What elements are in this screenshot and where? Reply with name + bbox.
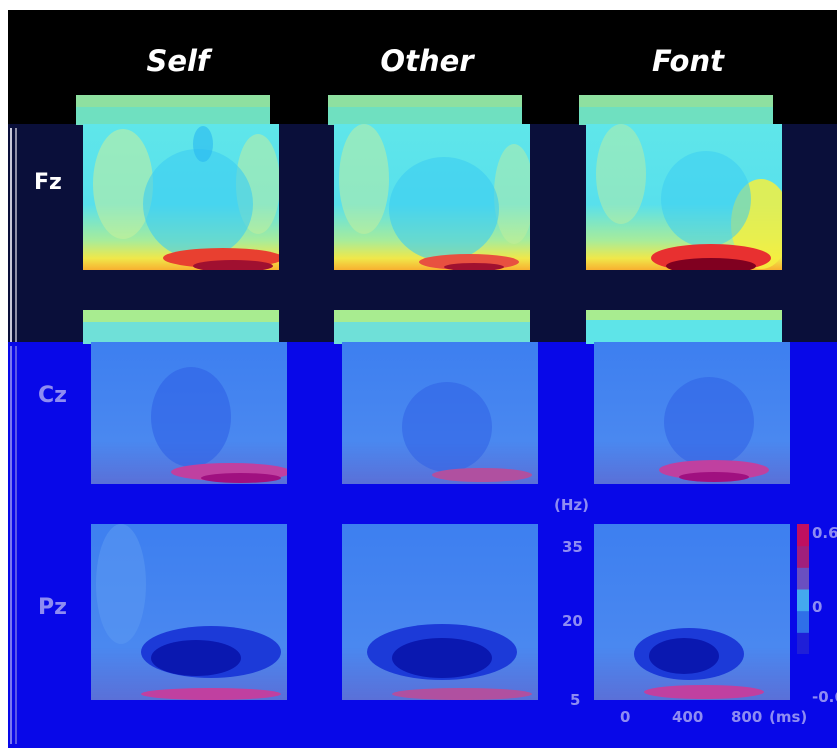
cz-panel-other xyxy=(342,342,538,484)
x-tick-0: 0 xyxy=(620,708,631,726)
colorbar-segment xyxy=(797,632,809,654)
fz-strip-font xyxy=(579,95,773,125)
pz-panel-other xyxy=(342,524,538,700)
colorbar-segment xyxy=(797,589,809,612)
column-header-self: Self xyxy=(146,44,210,78)
colorbar-segment xyxy=(797,567,809,590)
y-tick-5: 5 xyxy=(570,691,581,709)
row-label-fz: Fz xyxy=(34,170,62,195)
left-border-line xyxy=(10,128,12,342)
left-border-line xyxy=(15,128,17,342)
y-tick-20: 20 xyxy=(562,612,583,630)
colorbar xyxy=(797,524,809,654)
cz-panel-self xyxy=(91,342,287,484)
x-tick-400: 400 xyxy=(672,708,704,726)
colorbar-tick-min: -0.6 xyxy=(812,688,837,706)
y-axis-unit: (Hz) xyxy=(554,496,589,514)
fz-strip-other xyxy=(328,95,522,125)
colorbar-segment xyxy=(797,545,809,568)
left-border-line xyxy=(15,346,17,744)
colorbar-segment xyxy=(797,524,809,547)
row-label-pz: Pz xyxy=(38,595,67,620)
colorbar-tick-max: 0.6 xyxy=(812,524,837,542)
pz-panel-self xyxy=(91,524,287,700)
column-header-font: Font xyxy=(652,44,724,78)
cz-strip-other xyxy=(334,310,530,344)
fz-panel-font xyxy=(586,124,782,270)
colorbar-tick-zero: 0 xyxy=(812,598,823,616)
fz-strip-self xyxy=(76,95,270,125)
cz-strip-font xyxy=(586,310,782,344)
column-header-other: Other xyxy=(380,44,474,78)
x-tick-800: 800 xyxy=(731,708,763,726)
x-axis-unit: (ms) xyxy=(769,708,808,726)
pz-panel-font xyxy=(594,524,790,700)
fz-panel-other xyxy=(334,124,530,270)
row-label-cz: Cz xyxy=(38,383,67,408)
y-tick-35: 35 xyxy=(562,538,583,556)
cz-panel-font xyxy=(594,342,790,484)
fz-panel-self xyxy=(83,124,279,270)
left-border-line xyxy=(10,346,12,744)
colorbar-segment xyxy=(797,610,809,633)
cz-strip-self xyxy=(83,310,279,344)
